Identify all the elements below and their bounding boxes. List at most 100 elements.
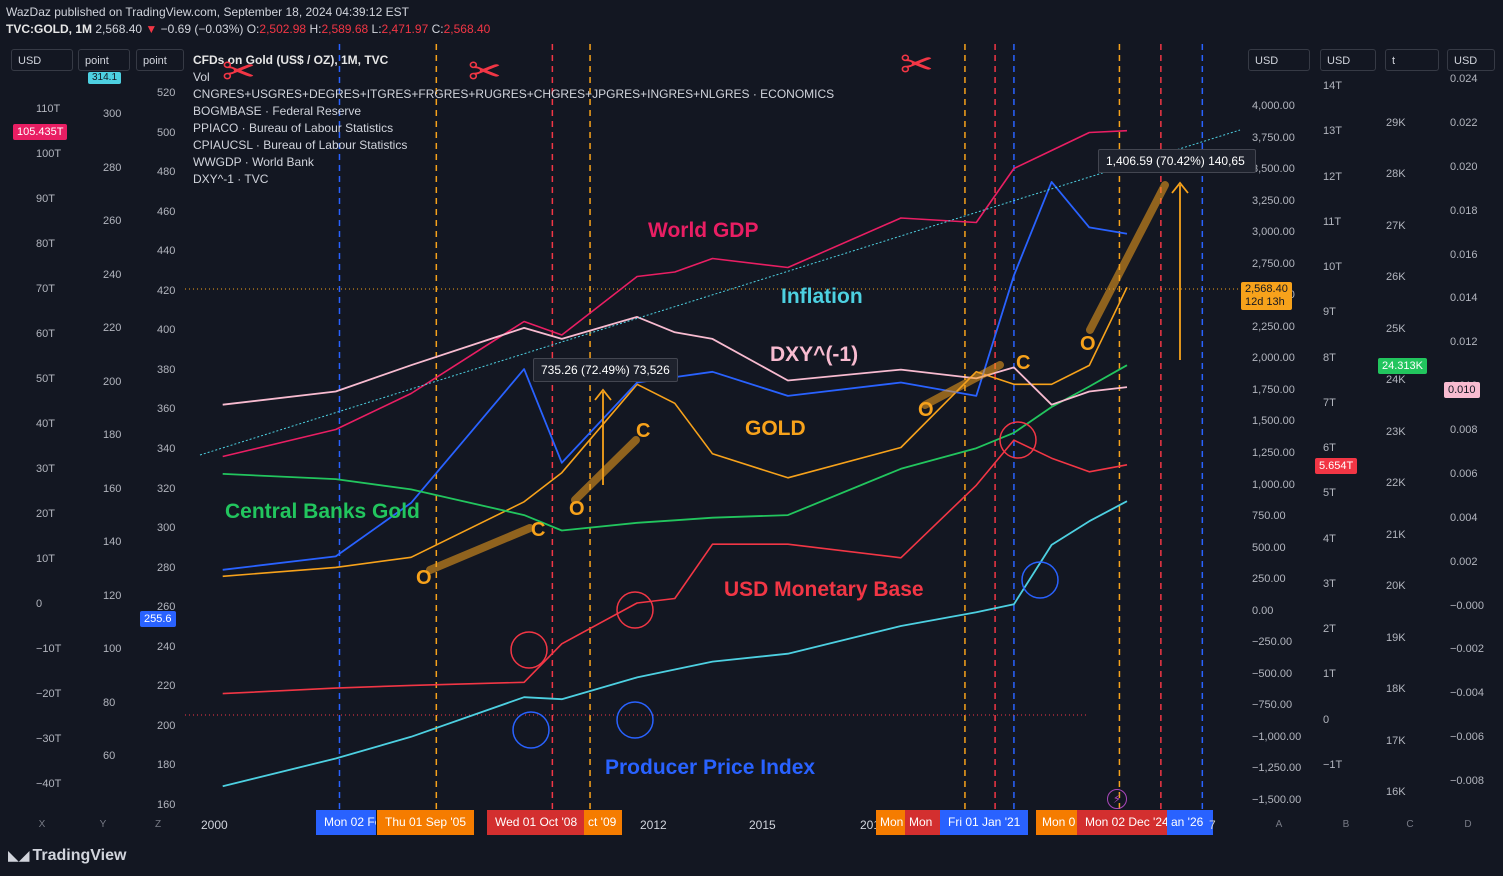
unit-select-left-point[interactable]: point: [78, 49, 130, 71]
y-tick-left-usd: 110T: [36, 103, 61, 115]
y-tick-left-usd: −30T: [36, 733, 62, 745]
y-tick-left-usd: 100T: [36, 148, 62, 160]
unit-select-right-dxy[interactable]: USD: [1447, 49, 1495, 71]
marker-o-3: O: [918, 399, 934, 421]
y-tick-left-point2: 360: [157, 403, 176, 416]
marker-c-2: C: [636, 420, 651, 442]
y-tick-left-point2: 180: [157, 759, 176, 772]
y-tick-right-dxy: 0.020: [1450, 160, 1478, 173]
pane-letter-y[interactable]: Y: [99, 819, 107, 830]
y-tick-right-dxy: 0.012: [1450, 336, 1478, 349]
vertical-event-lines: [185, 44, 1240, 810]
y-tick-right-gold: 250.00: [1252, 573, 1286, 586]
y-tick-right-gold: 3,250.00: [1252, 194, 1295, 207]
unit-select-right-usd[interactable]: USD: [1320, 49, 1376, 71]
y-tick-right-gold: −1,500.00: [1252, 794, 1302, 806]
y-tick-right-gold: 0.00: [1252, 604, 1274, 617]
y-tick-right-t: 22K: [1386, 477, 1406, 490]
highlight-circle: [1021, 561, 1059, 599]
publish-info: WazDaz published on TradingView.com, Sep…: [6, 5, 409, 19]
y-tick-left-point2: 160: [157, 799, 176, 811]
y-tick-left-point: 280: [103, 161, 122, 174]
y-tick-right-t: 25K: [1386, 322, 1406, 335]
legend-entry[interactable]: WWGDP · World Bank: [193, 155, 314, 169]
y-tick-right-dxy: 0.016: [1450, 248, 1478, 261]
y-tick-right-t: 23K: [1386, 425, 1406, 438]
y-tick-left-usd: 70T: [36, 283, 55, 295]
y-tick-right-gold: 2,750.00: [1252, 257, 1295, 270]
pane-letter-b[interactable]: B: [1342, 819, 1350, 830]
highlight-circle: [510, 631, 548, 669]
y-tick-right-dxy: 0.004: [1450, 511, 1478, 524]
y-tick-right-usd: 11T: [1323, 215, 1342, 228]
y-tick-left-usd: 90T: [36, 193, 55, 205]
annotation-overlays: [199, 129, 1241, 749]
y-tick-left-usd: 0: [36, 598, 43, 610]
y-tick-left-point2: 320: [157, 482, 176, 495]
y-tick-right-dxy: −0.006: [1450, 731, 1484, 744]
y-tick-right-usd: 14T: [1323, 80, 1342, 92]
legend-entry[interactable]: CPIAUCSL · Bureau of Labour Statistics: [193, 138, 408, 152]
y-tick-left-point2: 460: [157, 205, 176, 218]
y-tick-left-usd: 20T: [36, 508, 55, 520]
ppi-value-tag: 255.6: [140, 611, 176, 627]
y-tick-right-gold: 3,500.00: [1252, 163, 1295, 176]
trend-line: [199, 129, 1241, 456]
pane-letter-c[interactable]: C: [1406, 819, 1414, 830]
legend-entry[interactable]: Vol: [193, 70, 210, 84]
pane-letter-a[interactable]: A: [1275, 819, 1283, 830]
y-tick-right-gold: −750.00: [1252, 699, 1293, 712]
down-triangle-icon: ▼: [145, 22, 158, 36]
y-tick-left-usd: −10T: [36, 643, 62, 655]
y-tick-left-usd: 60T: [36, 328, 55, 340]
unit-select-left-usd[interactable]: USD: [11, 49, 73, 71]
low-value: 2,471.97: [381, 22, 429, 36]
y-tick-left-usd: −40T: [36, 778, 62, 790]
unit-select-right-t[interactable]: t: [1385, 49, 1439, 71]
y-tick-left-point: 260: [103, 215, 122, 227]
y-tick-left-point: 220: [103, 322, 122, 334]
y-tick-left-usd: 30T: [36, 463, 55, 475]
y-tick-right-dxy: −0.008: [1450, 775, 1484, 787]
y-tick-right-gold: −1,250.00: [1252, 762, 1302, 775]
date-badge-6: Mon: [905, 810, 941, 835]
y-tick-left-point: 160: [103, 482, 122, 495]
marker-c-3: C: [1016, 352, 1031, 374]
y-tick-right-usd: 3T: [1323, 577, 1336, 590]
legend-entry[interactable]: BOGMBASE · Federal Reserve: [193, 104, 362, 118]
y-tick-right-dxy: 0.014: [1450, 292, 1478, 305]
high-value: 2,589.68: [321, 22, 369, 36]
y-tick-right-dxy: −0.002: [1450, 643, 1484, 656]
date-badge-8: Mon 0: [1036, 810, 1078, 835]
y-tick-left-point: 100: [103, 643, 122, 655]
date-badge-7: Fri 01 Jan '21: [940, 810, 1029, 835]
date-badge-4: ct '09: [584, 810, 622, 835]
y-tick-left-point2: 400: [157, 324, 176, 337]
legend-entry[interactable]: DXY^-1 · TVC: [193, 172, 269, 186]
legend-entry[interactable]: CNGRES+USGRES+DEGRES+ITGRES+FRGRES+RUGRE…: [193, 87, 835, 101]
pane-letter-d[interactable]: D: [1464, 819, 1472, 830]
x-axis[interactable]: [0, 810, 1503, 835]
y-tick-right-t: 16K: [1386, 786, 1406, 798]
pane-letter-x[interactable]: X: [38, 819, 46, 830]
pane-letter-z[interactable]: Z: [154, 819, 162, 830]
highlight-circle: [616, 701, 654, 739]
gdp-value-tag: 105.435T: [13, 124, 68, 140]
y-tick-right-t: 20K: [1386, 580, 1406, 593]
marker-o-2: O: [569, 498, 585, 520]
legend-entry[interactable]: PPIACO · Bureau of Labour Statistics: [193, 121, 394, 135]
y-tick-right-gold: −1,000.00: [1252, 730, 1302, 743]
y-tick-right-dxy: 0.024: [1450, 73, 1478, 85]
series-line: [222, 364, 1128, 532]
lightning-icon[interactable]: ⚡: [1107, 789, 1127, 809]
y-tick-right-usd: 9T: [1323, 306, 1336, 319]
monetary-base-tag: 5.654T: [1315, 458, 1358, 474]
y-tick-left-usd: −20T: [36, 688, 62, 700]
legend-entry[interactable]: CFDs on Gold (US$ / OZ), 1M, TVC: [193, 53, 389, 67]
marker-o-1: O: [416, 567, 432, 589]
unit-select-left-point2[interactable]: point: [136, 49, 184, 71]
y-tick-left-usd: 80T: [36, 238, 55, 250]
y-tick-right-t: 19K: [1386, 631, 1406, 644]
unit-select-right-gold[interactable]: USD: [1248, 49, 1310, 71]
